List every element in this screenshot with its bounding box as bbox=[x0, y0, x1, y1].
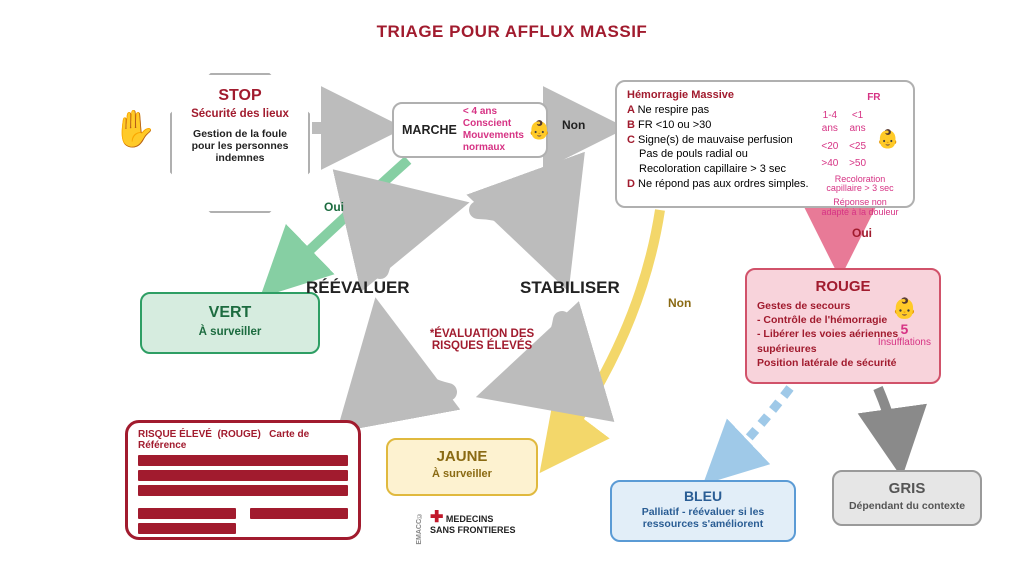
fr-col-1: <1 ans bbox=[845, 108, 871, 137]
marche-pediatric-note: < 4 ans Conscient Mouvements normaux bbox=[463, 106, 524, 154]
marche-side-2: Conscient bbox=[463, 118, 524, 130]
reference-card: RISQUE ÉLEVÉ (ROUGE) Carte de Référence bbox=[125, 420, 361, 540]
jaune-name: JAUNE bbox=[388, 448, 536, 465]
assess-box: Hémorragie Massive A Ne respire pas B FR… bbox=[615, 80, 915, 208]
cycle-stabilize: STABILISER bbox=[520, 278, 620, 298]
marche-label: MARCHE bbox=[402, 123, 457, 137]
jaune-sub: À surveiller bbox=[388, 468, 536, 480]
edge-oui-green: Oui bbox=[324, 200, 344, 214]
stop-title: STOP bbox=[182, 87, 298, 105]
stop-hand-icon: ✋ bbox=[112, 108, 157, 150]
fr-col-0: 1-4 ans bbox=[817, 108, 843, 137]
marche-side-1: < 4 ans bbox=[463, 106, 524, 118]
page-title: TRIAGE POUR AFFLUX MASSIF bbox=[0, 22, 1024, 42]
ref-bar-empty bbox=[250, 523, 348, 534]
msf-logo: EMACC© ✚ MEDECINSSANS FRONTIERES bbox=[430, 510, 516, 535]
stop-subtitle: Sécurité des lieux bbox=[182, 108, 298, 120]
edge-non-yellow: Non bbox=[668, 296, 691, 310]
bleu-name: BLEU bbox=[620, 488, 786, 504]
fr-table: FR 1-4 ans <1 ans 👶 <20 <25 >40 >50 Reco… bbox=[815, 88, 905, 221]
stop-body: Gestion de la foule pour les personnes i… bbox=[182, 128, 298, 164]
logo-side: EMACC© bbox=[416, 512, 423, 545]
rouge-baby-num: 5 bbox=[878, 321, 931, 337]
logo-l2: SANS FRONTIERES bbox=[430, 525, 516, 535]
ref-bar bbox=[138, 470, 348, 481]
baby-icon: 👶 bbox=[878, 296, 931, 321]
ref-title: RISQUE ÉLEVÉ (ROUGE) Carte de Référence bbox=[138, 429, 348, 451]
edge-oui-pink: Oui bbox=[852, 226, 872, 240]
gris-sub: Dépendant du contexte bbox=[834, 500, 980, 512]
assess-b-text: FR <10 ou >30 bbox=[638, 119, 711, 131]
baby-icon: 👶 bbox=[528, 120, 550, 141]
edge-non-grey: Non bbox=[562, 118, 585, 132]
vert-sub: À surveiller bbox=[142, 326, 318, 338]
ref-bar bbox=[138, 485, 348, 496]
assess-c1: Signe(s) de mauvaise perfusion bbox=[638, 134, 793, 146]
gris-name: GRIS bbox=[834, 480, 980, 497]
marche-side-3: Mouvements normaux bbox=[463, 130, 524, 154]
ref-bar bbox=[138, 508, 236, 519]
fr-r1c0: >40 bbox=[817, 156, 843, 172]
fr-r0c0: <20 bbox=[817, 139, 843, 155]
fr-note-1: Recoloration capillaire > 3 sec bbox=[817, 174, 903, 196]
ref-bar bbox=[250, 508, 348, 519]
logo-l1: MEDECINS bbox=[446, 514, 494, 524]
ref-t-mid: (ROUGE) bbox=[217, 429, 260, 440]
fr-header: FR bbox=[845, 90, 903, 106]
rouge-baby-label: Insufflations bbox=[878, 337, 931, 348]
bleu-sub: Palliatif - réévaluer si les ressources … bbox=[620, 506, 786, 530]
fr-note-2: Réponse non adapté à la douleur bbox=[817, 197, 903, 219]
assess-d-text: Ne répond pas aux ordres simples. bbox=[638, 178, 809, 190]
category-gris: GRIS Dépendant du contexte bbox=[832, 470, 982, 526]
ref-t-left: RISQUE ÉLEVÉ bbox=[138, 429, 212, 440]
rouge-name: ROUGE bbox=[757, 278, 929, 295]
stop-box: STOP Sécurité des lieux Gestion de la fo… bbox=[170, 73, 310, 213]
fr-r0c1: <25 bbox=[845, 139, 871, 155]
marche-box: MARCHE < 4 ans Conscient Mouvements norm… bbox=[392, 102, 548, 158]
cycle-reevaluate: RÉÉVALUER bbox=[306, 278, 410, 298]
vert-name: VERT bbox=[142, 304, 318, 322]
rouge-baby-box: 👶 5 Insufflations bbox=[878, 296, 931, 348]
category-rouge: ROUGE Gestes de secours - Contrôle de l'… bbox=[745, 268, 941, 384]
risk-note: *ÉVALUATION DES RISQUES ÉLEVÉS bbox=[412, 328, 552, 352]
fr-r1c1: >50 bbox=[845, 156, 871, 172]
ref-bar bbox=[138, 523, 236, 534]
category-vert: VERT À surveiller bbox=[140, 292, 320, 354]
ref-bar bbox=[138, 455, 348, 466]
assess-a-text: Ne respire pas bbox=[638, 104, 710, 116]
category-jaune: JAUNE À surveiller bbox=[386, 438, 538, 496]
category-bleu: BLEU Palliatif - réévaluer si les ressou… bbox=[610, 480, 796, 542]
rouge-l4: Position latérale de sécurité bbox=[757, 356, 929, 370]
